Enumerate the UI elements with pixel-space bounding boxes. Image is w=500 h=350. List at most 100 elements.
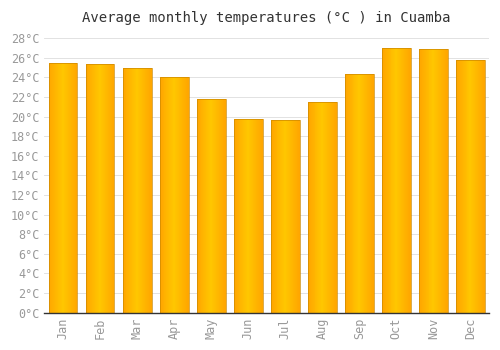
Bar [276, 119, 278, 313]
Bar [234, 119, 262, 313]
Bar [457, 60, 458, 313]
Bar [368, 75, 369, 313]
Bar [105, 64, 106, 313]
Bar [372, 75, 374, 313]
Bar [172, 77, 173, 313]
Bar [312, 102, 314, 313]
Bar [419, 49, 448, 313]
Bar [107, 64, 108, 313]
Bar [135, 68, 136, 313]
Bar [345, 75, 346, 313]
Bar [293, 119, 294, 313]
Bar [110, 64, 112, 313]
Bar [61, 63, 62, 313]
Bar [251, 119, 252, 313]
Bar [260, 119, 262, 313]
Bar [430, 49, 432, 313]
Bar [383, 48, 384, 313]
Bar [124, 68, 126, 313]
Bar [291, 119, 292, 313]
Bar [164, 77, 166, 313]
Bar [132, 68, 133, 313]
Bar [476, 60, 477, 313]
Bar [382, 48, 383, 313]
Bar [345, 75, 374, 313]
Bar [439, 49, 440, 313]
Bar [480, 60, 481, 313]
Bar [350, 75, 352, 313]
Bar [60, 63, 61, 313]
Bar [244, 119, 246, 313]
Bar [234, 119, 236, 313]
Bar [296, 119, 297, 313]
Bar [437, 49, 438, 313]
Bar [196, 99, 226, 313]
Bar [295, 119, 296, 313]
Bar [99, 64, 100, 313]
Bar [128, 68, 130, 313]
Bar [221, 99, 222, 313]
Bar [246, 119, 247, 313]
Bar [308, 102, 336, 313]
Bar [288, 119, 289, 313]
Bar [180, 77, 181, 313]
Bar [70, 63, 72, 313]
Bar [481, 60, 482, 313]
Bar [160, 77, 162, 313]
Bar [143, 68, 144, 313]
Bar [97, 64, 98, 313]
Bar [238, 119, 240, 313]
Bar [406, 48, 407, 313]
Bar [464, 60, 466, 313]
Bar [421, 49, 422, 313]
Bar [316, 102, 318, 313]
Bar [90, 64, 92, 313]
Bar [224, 99, 226, 313]
Bar [58, 63, 59, 313]
Bar [445, 49, 446, 313]
Bar [447, 49, 448, 313]
Bar [426, 49, 428, 313]
Bar [209, 99, 210, 313]
Bar [256, 119, 257, 313]
Bar [470, 60, 472, 313]
Bar [323, 102, 324, 313]
Bar [196, 99, 198, 313]
Bar [56, 63, 57, 313]
Bar [424, 49, 426, 313]
Bar [214, 99, 215, 313]
Bar [458, 60, 459, 313]
Bar [322, 102, 323, 313]
Bar [403, 48, 404, 313]
Bar [139, 68, 140, 313]
Bar [210, 99, 211, 313]
Bar [346, 75, 348, 313]
Bar [365, 75, 366, 313]
Bar [202, 99, 203, 313]
Bar [148, 68, 150, 313]
Bar [472, 60, 474, 313]
Bar [208, 99, 209, 313]
Bar [141, 68, 142, 313]
Bar [272, 119, 274, 313]
Bar [98, 64, 99, 313]
Bar [96, 64, 97, 313]
Bar [482, 60, 483, 313]
Bar [292, 119, 293, 313]
Bar [361, 75, 362, 313]
Bar [382, 48, 410, 313]
Bar [65, 63, 66, 313]
Bar [104, 64, 105, 313]
Bar [255, 119, 256, 313]
Bar [178, 77, 179, 313]
Bar [475, 60, 476, 313]
Bar [126, 68, 128, 313]
Bar [181, 77, 182, 313]
Bar [240, 119, 242, 313]
Bar [74, 63, 76, 313]
Bar [348, 75, 350, 313]
Bar [66, 63, 67, 313]
Bar [284, 119, 285, 313]
Bar [130, 68, 132, 313]
Bar [102, 64, 103, 313]
